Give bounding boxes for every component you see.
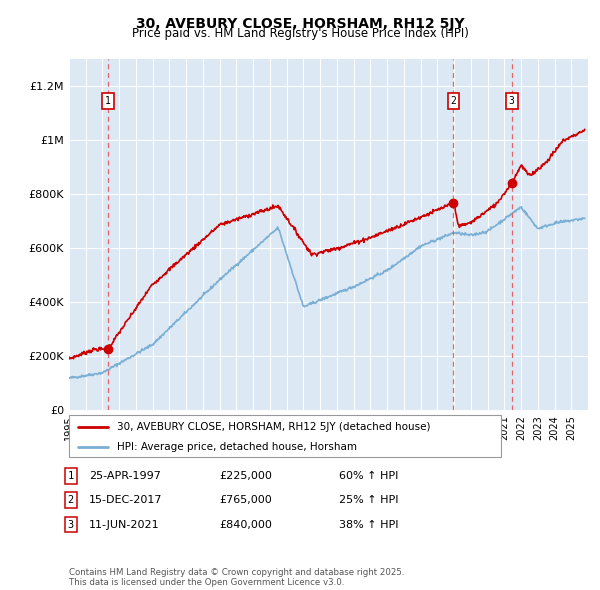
- Text: £840,000: £840,000: [219, 520, 272, 529]
- Text: £225,000: £225,000: [219, 471, 272, 481]
- Text: HPI: Average price, detached house, Horsham: HPI: Average price, detached house, Hors…: [116, 442, 356, 451]
- Text: 15-DEC-2017: 15-DEC-2017: [89, 496, 162, 505]
- Text: Price paid vs. HM Land Registry's House Price Index (HPI): Price paid vs. HM Land Registry's House …: [131, 27, 469, 40]
- Text: 30, AVEBURY CLOSE, HORSHAM, RH12 5JY (detached house): 30, AVEBURY CLOSE, HORSHAM, RH12 5JY (de…: [116, 422, 430, 432]
- Text: 30, AVEBURY CLOSE, HORSHAM, RH12 5JY: 30, AVEBURY CLOSE, HORSHAM, RH12 5JY: [136, 17, 464, 31]
- Text: 2: 2: [68, 496, 74, 505]
- Text: 25% ↑ HPI: 25% ↑ HPI: [339, 496, 398, 505]
- Text: 1: 1: [68, 471, 74, 481]
- Text: 3: 3: [509, 96, 515, 106]
- Text: 1: 1: [105, 96, 110, 106]
- FancyBboxPatch shape: [69, 415, 501, 457]
- Text: 60% ↑ HPI: 60% ↑ HPI: [339, 471, 398, 481]
- Text: Contains HM Land Registry data © Crown copyright and database right 2025.
This d: Contains HM Land Registry data © Crown c…: [69, 568, 404, 587]
- Text: 2: 2: [451, 96, 457, 106]
- Text: £765,000: £765,000: [219, 496, 272, 505]
- Text: 38% ↑ HPI: 38% ↑ HPI: [339, 520, 398, 529]
- Text: 25-APR-1997: 25-APR-1997: [89, 471, 161, 481]
- Text: 11-JUN-2021: 11-JUN-2021: [89, 520, 160, 529]
- Text: 3: 3: [68, 520, 74, 529]
